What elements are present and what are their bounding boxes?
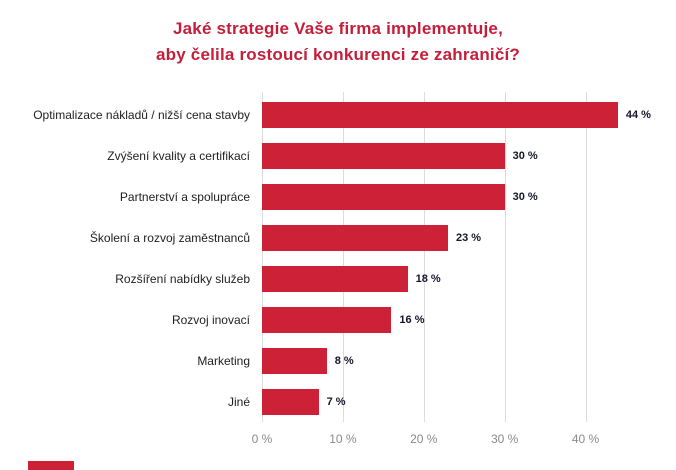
chart-row: Optimalizace nákladů / nižší cena stavby… [0, 94, 676, 135]
x-axis-tick-label: 0 % [251, 432, 273, 446]
chart-row: Školení a rozvoj zaměstnanců 23 % [0, 217, 676, 258]
x-axis: 0 % 10 % 20 % 30 % 40 % [252, 432, 630, 452]
bar-category-label: Marketing [197, 353, 250, 368]
bar-track: 30 % [262, 142, 630, 169]
bar-track: 7 % [262, 388, 630, 415]
gridline-layer [262, 92, 630, 422]
gridline [342, 92, 344, 422]
bar-category-label: Rozvoj inovací [171, 312, 250, 327]
bar-value-label: 30 % [512, 190, 538, 203]
bar [262, 388, 319, 415]
bar-category-label: Školení a rozvoj zaměstnanců [89, 230, 250, 245]
bar-value-label: 8 % [334, 354, 354, 367]
chart-row: Jiné 7 % [0, 381, 676, 422]
bar-value-label: 7 % [326, 395, 346, 408]
chart-row: Marketing 8 % [0, 340, 676, 381]
gridline [585, 92, 587, 422]
bar-chart: Optimalizace nákladů / nižší cena stavby… [0, 92, 676, 470]
gridline [504, 92, 506, 422]
bar-category-label: Jiné [227, 394, 250, 409]
bar-value-label: 18 % [415, 272, 441, 285]
chart-row: Partnerství a spolupráce 30 % [0, 176, 676, 217]
x-axis-tick-label: 20 % [410, 432, 438, 446]
gridline [423, 92, 425, 422]
bar [262, 183, 505, 210]
corner-red-swatch [28, 461, 74, 470]
bar [262, 142, 505, 169]
bar [262, 347, 327, 374]
bar-value-label: 30 % [512, 149, 538, 162]
chart-title: Jaké strategie Vaše firma implementuje, … [0, 0, 676, 67]
x-axis-tick-label: 30 % [490, 432, 519, 446]
chart-row: Rozšíření nabídky služeb 18 % [0, 258, 676, 299]
bar-category-label: Partnerství a spolupráce [119, 189, 250, 204]
bar-track: 23 % [262, 224, 630, 251]
bar-track: 16 % [262, 306, 630, 333]
chart-title-line2: aby čelila rostoucí konkurenci ze zahran… [155, 44, 521, 64]
bar [262, 224, 449, 251]
bar-track: 18 % [262, 265, 630, 292]
chart-title-line1: Jaké strategie Vaše firma implementuje, [172, 19, 503, 38]
gridline [262, 92, 263, 422]
chart-rows: Optimalizace nákladů / nižší cena stavby… [0, 94, 676, 422]
bar [262, 306, 392, 333]
bar-track: 44 % [262, 101, 651, 128]
bar-category-label: Rozšíření nabídky služeb [115, 271, 250, 286]
x-axis-tick-label: 10 % [329, 432, 357, 446]
bar-value-label: 23 % [456, 231, 482, 244]
bar-category-label: Optimalizace nákladů / nižší cena stavby [33, 107, 250, 122]
bar [262, 265, 408, 292]
chart-row: Zvýšení kvality a certifikací 30 % [0, 135, 676, 176]
bar-track: 8 % [262, 347, 630, 374]
bar [262, 101, 618, 128]
bar-track: 30 % [262, 183, 630, 210]
bar-value-label: 44 % [625, 108, 651, 121]
chart-row: Rozvoj inovací 16 % [0, 299, 676, 340]
bar-category-label: Zvýšení kvality a certifikací [107, 148, 250, 163]
bar-value-label: 16 % [399, 313, 425, 326]
x-axis-tick-label: 40 % [571, 432, 600, 446]
